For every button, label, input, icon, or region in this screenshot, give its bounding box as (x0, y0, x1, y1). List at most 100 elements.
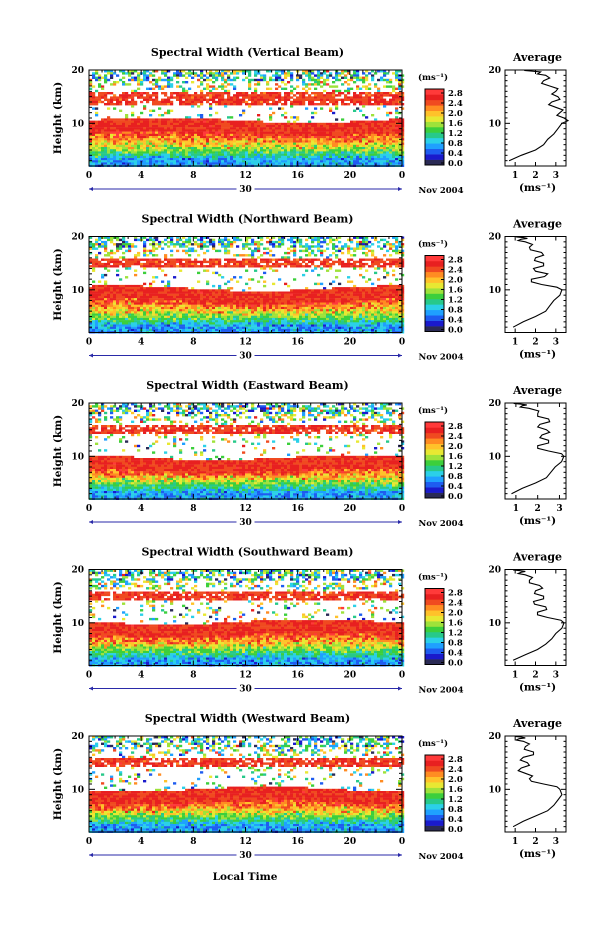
heatmap-cell (179, 291, 183, 294)
heatmap-cell (101, 309, 105, 312)
heatmap-cell (224, 304, 228, 308)
heatmap-cell (362, 133, 366, 137)
heatmap-cell (278, 76, 282, 79)
heatmap-cell (353, 76, 357, 79)
heatmap-cell (158, 85, 162, 88)
heatmap-cell (221, 328, 225, 332)
heatmap-cell (269, 127, 273, 130)
heatmap-cell (152, 260, 156, 264)
heatmap-cell (212, 151, 216, 154)
heatmap-cell (206, 295, 210, 299)
heatmap-cell (209, 326, 213, 330)
heatmap-cell (356, 160, 360, 163)
heatmap-cell (335, 129, 339, 132)
heatmap-cell (230, 240, 234, 244)
heatmap-cell (176, 302, 180, 305)
heatmap-cell (374, 96, 378, 99)
heatmap-cell (110, 291, 114, 294)
heatmap-cell (101, 162, 105, 165)
heatmap-cell (122, 304, 126, 308)
heatmap-cell (239, 160, 243, 163)
heatmap-cell (110, 83, 114, 86)
heatmap-cell (212, 328, 216, 332)
heatmap-cell (101, 142, 105, 145)
colorbar-tick-label: 0.4 (448, 149, 463, 159)
heatmap-cell (179, 304, 183, 308)
heatmap-cell (209, 120, 213, 123)
heatmap-cell (161, 122, 165, 126)
heatmap-cell (143, 105, 147, 108)
heatmap-cell (200, 291, 204, 294)
heatmap-cell (95, 103, 99, 106)
heatmap-cell (188, 116, 192, 119)
heatmap-cell (239, 144, 243, 148)
heatmap-cell (371, 133, 375, 137)
heatmap-cell (350, 122, 354, 126)
heatmap-cell (305, 153, 309, 156)
heatmap-cell (188, 70, 192, 73)
heatmap-cell (191, 133, 195, 137)
heatmap-cell (278, 149, 282, 152)
heatmap-cell (194, 315, 198, 319)
heatmap-cell (335, 125, 339, 128)
heatmap-cell (356, 76, 360, 79)
heatmap-cell (92, 147, 96, 150)
heatmap-cell (179, 269, 183, 272)
heatmap-cell (308, 72, 312, 75)
heatmap-cell (227, 291, 231, 294)
heatmap-cell (254, 87, 258, 90)
heatmap-cell (311, 133, 315, 137)
heatmap-cell (212, 138, 216, 141)
heatmap-cell (152, 276, 156, 279)
heatmap-cell (188, 120, 192, 123)
heatmap-cell (248, 98, 252, 101)
heatmap-cell (227, 326, 231, 330)
heatmap-cell (236, 162, 240, 165)
heatmap-cell (236, 260, 240, 264)
heatmap-cell (233, 78, 237, 82)
heatmap-cell (275, 138, 279, 141)
heatmap-cell (236, 295, 240, 299)
heatmap-cell (314, 125, 318, 128)
heatmap-cell (143, 313, 147, 316)
heatmap-cell (107, 149, 111, 152)
heatmap-cell (209, 118, 213, 121)
heatmap-cell (386, 160, 390, 163)
heatmap-cell (398, 160, 402, 163)
heatmap-cell (122, 138, 126, 141)
heatmap-cell (194, 122, 198, 126)
heatmap-cell (200, 151, 204, 154)
heatmap-cell (92, 120, 96, 123)
heatmap-cell (257, 83, 261, 86)
heatmap-cell (392, 160, 396, 163)
heatmap-cell (116, 120, 120, 123)
heatmap-cell (98, 287, 102, 290)
heatmap-cell (167, 306, 171, 310)
heatmap-cell (326, 147, 330, 150)
heatmap-cell (206, 72, 210, 75)
heatmap-cell (107, 317, 111, 321)
heatmap-cell (374, 129, 378, 132)
heatmap-cell (134, 309, 138, 312)
heatmap-cell (206, 236, 210, 239)
heatmap-cell (326, 78, 330, 82)
heatmap-cell (398, 103, 402, 106)
heatmap-cell (365, 94, 369, 97)
heatmap-cell (122, 72, 126, 75)
heatmap-cell (257, 118, 261, 121)
heatmap-cell (161, 136, 165, 139)
heatmap-cell (371, 160, 375, 163)
heatmap-cell (293, 127, 297, 130)
heatmap-cell (158, 162, 162, 165)
heatmap-cell (254, 147, 258, 150)
heatmap-cell (206, 149, 210, 152)
heatmap-cell (131, 103, 135, 106)
heatmap-cell (320, 151, 324, 154)
heatmap-cell (299, 100, 303, 104)
heatmap-cell (206, 83, 210, 86)
heatmap-cell (200, 162, 204, 165)
heatmap-cell (359, 162, 363, 165)
heatmap-cell (152, 78, 156, 82)
heatmap-cell (251, 158, 255, 161)
heatmap-cell (89, 326, 93, 330)
